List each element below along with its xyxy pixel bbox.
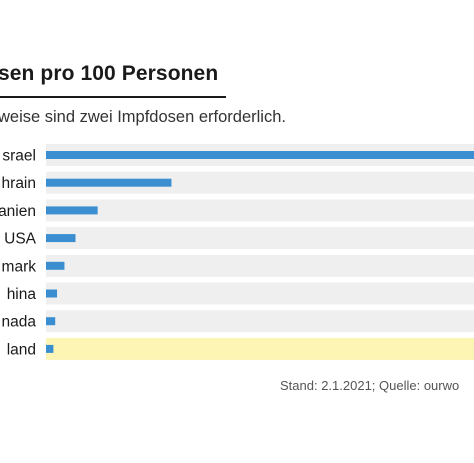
bar-track-nada (46, 310, 474, 333)
category-label-anien: anien (0, 203, 36, 220)
bar-track-anien (46, 199, 474, 222)
bar-anien (46, 206, 98, 215)
bar-hina (46, 289, 58, 298)
category-label-usa: USA (4, 231, 37, 248)
title-underline (0, 96, 226, 98)
bar-track-land (46, 337, 474, 360)
category-label-hina: hina (7, 286, 37, 303)
bar-track-mark (46, 254, 474, 277)
chart-subtitle: weise sind zwei Impfdosen erforderlich. (0, 108, 286, 126)
bar-hrain (46, 178, 172, 187)
category-label-land: land (7, 341, 36, 358)
bar-nada (46, 317, 56, 326)
bar-track-usa (46, 227, 474, 250)
bar-mark (46, 261, 65, 270)
chart-title: sen pro 100 Personen (0, 62, 219, 85)
category-label-hrain: hrain (2, 175, 36, 192)
category-label-mark: mark (2, 258, 37, 275)
bar-srael (46, 151, 474, 159)
bar-land (46, 344, 54, 353)
source-note: Stand: 2.1.2021; Quelle: ourwo (280, 378, 460, 393)
bar-usa (46, 234, 76, 243)
category-label-srael: srael (2, 148, 36, 165)
bar-track-hrain (46, 171, 474, 194)
category-label-nada: nada (2, 314, 37, 331)
bar-track-hina (46, 282, 474, 305)
